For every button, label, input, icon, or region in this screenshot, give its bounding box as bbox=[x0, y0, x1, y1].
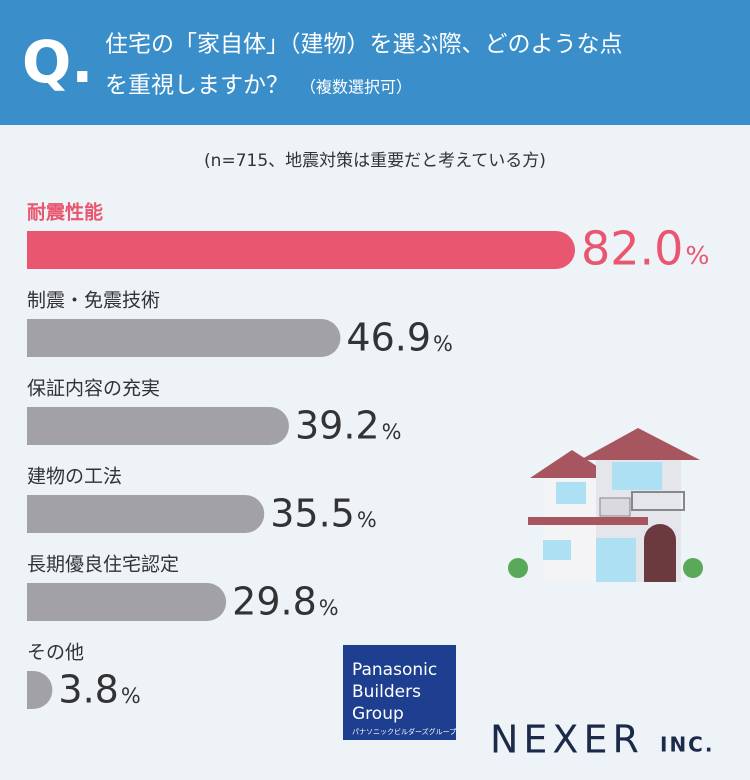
house-illustration bbox=[508, 428, 703, 582]
bar bbox=[27, 407, 289, 445]
value-label: 82.0 bbox=[581, 222, 683, 276]
value-unit: % bbox=[121, 684, 141, 708]
value-unit: % bbox=[433, 332, 453, 356]
bar bbox=[27, 583, 227, 621]
logo-text: パナソニックビルダーズグループ bbox=[352, 727, 456, 736]
header-band bbox=[0, 0, 750, 125]
nexer-suffix: INC. bbox=[660, 733, 714, 757]
value-unit: % bbox=[685, 241, 709, 270]
title-line: 住宅の「家自体」（建物）を選ぶ際、どのような点 bbox=[105, 32, 623, 58]
nexer-logo: NEXER bbox=[490, 718, 644, 762]
title-note: （複数選択可） bbox=[300, 78, 412, 97]
bar bbox=[27, 495, 265, 533]
bar bbox=[27, 319, 341, 357]
value-unit: % bbox=[382, 420, 402, 444]
category-label: 制震・免震技術 bbox=[27, 290, 160, 312]
value-label: 39.2 bbox=[295, 404, 380, 448]
bar bbox=[27, 671, 53, 709]
category-label: 保証内容の充実 bbox=[27, 378, 160, 400]
bar bbox=[27, 231, 575, 269]
q-mark: Q. bbox=[22, 28, 93, 96]
logo-text: Group bbox=[352, 704, 404, 724]
value-label: 29.8 bbox=[232, 580, 317, 624]
value-unit: % bbox=[319, 596, 339, 620]
category-label: 建物の工法 bbox=[27, 466, 122, 488]
logo-text: Panasonic bbox=[352, 660, 437, 680]
logo-text: Builders bbox=[352, 682, 421, 702]
value-label: 35.5 bbox=[270, 492, 355, 536]
value-label: 46.9 bbox=[346, 316, 431, 360]
category-label: その他 bbox=[27, 642, 84, 664]
category-label: 耐震性能 bbox=[27, 201, 103, 224]
category-label: 長期優良住宅認定 bbox=[27, 554, 179, 576]
panasonic-logo bbox=[343, 645, 456, 740]
title-line: を重視しますか？ bbox=[105, 73, 289, 99]
subtitle: (n=715、地震対策は重要だと考えている方) bbox=[204, 151, 546, 171]
value-unit: % bbox=[357, 508, 377, 532]
value-label: 3.8 bbox=[58, 668, 118, 712]
